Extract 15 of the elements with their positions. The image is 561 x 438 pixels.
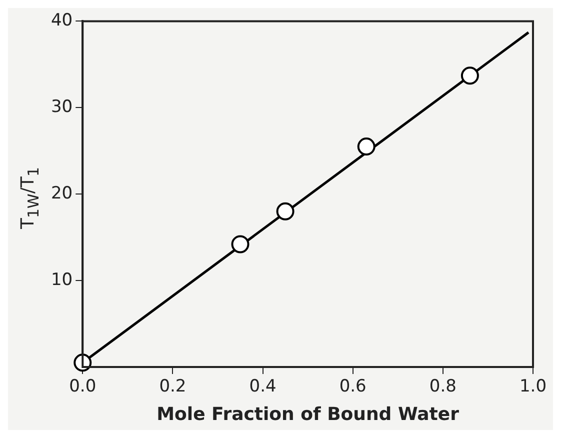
point xyxy=(357,138,376,156)
point xyxy=(460,66,479,85)
point xyxy=(231,235,250,254)
x-tick-label: 0.6 xyxy=(339,376,366,397)
x-tick-label: 0.4 xyxy=(249,376,276,397)
x-tick-label: 0.8 xyxy=(429,376,456,397)
x-axis-title: Mole Fraction of Bound Water xyxy=(156,404,460,425)
x-tick-label: 1.0 xyxy=(519,376,547,397)
point xyxy=(276,202,294,220)
y-tick-label: 10 xyxy=(50,270,73,290)
x-tick-label: 0.0 xyxy=(69,376,96,397)
y-tick-label: 40 xyxy=(50,10,73,31)
y-tick-label: 30 xyxy=(50,97,73,118)
y-tick-label: 20 xyxy=(50,184,73,204)
x-tick-label: 0.2 xyxy=(159,376,186,397)
